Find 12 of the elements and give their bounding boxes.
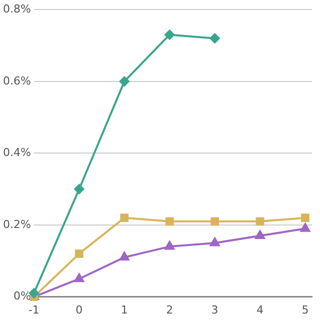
x-tick-label: 2 <box>166 303 174 316</box>
y-tick-label: 0.2% <box>2 218 31 231</box>
y-tick-label: 0.6% <box>2 74 31 88</box>
x-tick-label: -1 <box>28 303 40 316</box>
y-tick-label: 0.4% <box>2 146 31 160</box>
y-tick-label: 0.8% <box>2 2 31 16</box>
x-tick-label: 1 <box>120 303 128 316</box>
y-tick-label: 0% <box>13 290 31 303</box>
x-tick-label: 3 <box>211 303 218 316</box>
x-tick-label: 0 <box>76 303 83 316</box>
x-tick-label: 4 <box>256 303 264 316</box>
x-tick-label: 5 <box>302 303 309 316</box>
